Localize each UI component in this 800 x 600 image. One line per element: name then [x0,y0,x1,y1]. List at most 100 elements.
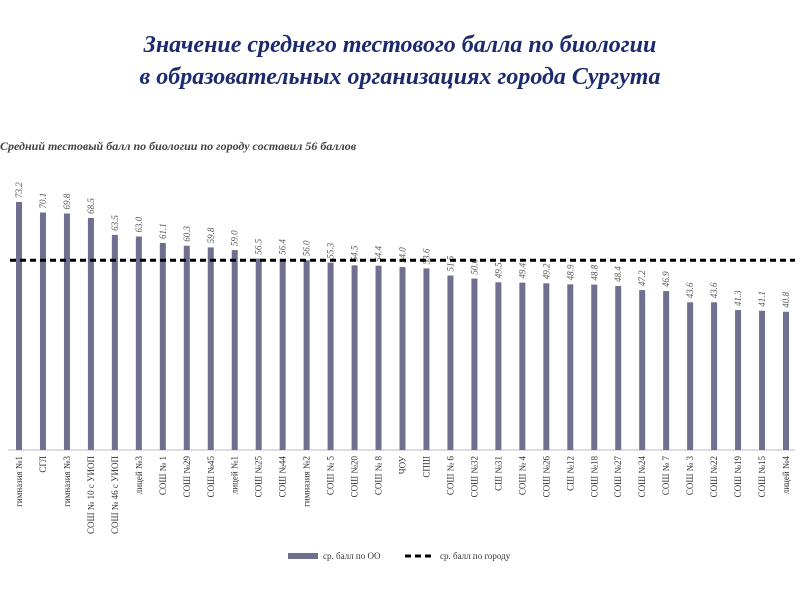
bar [16,202,22,450]
bar [351,265,358,450]
x-tick-label: СОШ № 5 [326,456,336,496]
x-tick-label: СОШ № 46 с УИОП [110,456,120,535]
value-label: 61.1 [158,223,168,239]
value-label: 41.1 [757,291,767,307]
value-label: 59.0 [230,230,240,246]
x-tick-label: СОШ № 3 [685,456,695,496]
bar [639,290,646,450]
x-tick-label: СГЛ [38,456,48,473]
bar [39,212,46,450]
value-label: 49.5 [493,262,503,278]
chart-subtitle: Средний тестовый балл по биологии по гор… [0,139,357,153]
bar [519,282,526,450]
x-tick-label: гимназия №1 [14,456,24,507]
value-label: 48.4 [613,266,623,282]
value-label: 70.1 [38,193,48,209]
value-label: 63.5 [110,215,120,231]
bar [135,236,142,450]
value-label: 40.8 [781,292,791,308]
x-tick-label: СШ №12 [565,456,575,491]
x-tick-label: лицей №3 [134,456,144,495]
legend-swatch [288,553,318,559]
x-tick-label: СОШ №32 [469,456,479,497]
chart-title: Значение среднего тестового балла по био… [143,32,657,58]
bar [399,267,406,450]
x-tick-label: СОШ № 7 [661,456,671,496]
bar [783,311,789,450]
x-tick-label: лицей №4 [781,456,791,495]
value-label: 48.8 [589,264,599,280]
legend-label: ср. балл по ОО [323,551,381,561]
x-tick-label: СОШ № 10 с УИОП [86,456,96,535]
x-tick-label: СОШ №18 [589,456,599,498]
value-label: 47.2 [637,270,647,286]
value-label: 60.3 [182,225,192,241]
bar [735,310,742,450]
bar [207,247,214,450]
bar [423,268,430,450]
x-tick-label: СОШ №19 [733,456,743,498]
value-label: 43.6 [685,282,695,298]
x-tick-label: СОШ № 1 [158,456,168,495]
value-label: 54.5 [350,245,360,261]
x-tick-label: СОШ №15 [757,456,767,498]
value-label: 56.5 [254,238,264,254]
x-tick-label: СОШ №22 [709,456,719,497]
value-label: 49.2 [541,263,551,279]
bar [327,262,334,450]
bar [663,291,670,450]
bar [615,286,622,450]
x-tick-label: СОШ № 6 [445,456,455,496]
value-label: 59.8 [206,227,216,243]
value-label: 69.8 [62,193,72,209]
value-label: 46.9 [661,271,671,287]
x-tick-label: ЧОУ [398,455,408,474]
value-label: 41.3 [733,290,743,306]
bar [759,310,766,450]
value-label: 48.9 [565,264,575,280]
x-tick-label: СОШ №26 [541,456,551,498]
bar [63,213,70,450]
bar [591,284,598,450]
chart-title: в образовательных организациях города Су… [140,64,661,90]
bar [303,260,310,450]
x-tick-label: СОШ №44 [278,456,288,498]
bar [231,250,238,450]
value-label: 54.0 [398,247,408,263]
value-label: 56.4 [278,239,288,255]
value-label: 49.4 [517,262,527,278]
value-label: 73.2 [14,182,24,198]
bar [543,283,550,450]
value-label: 68.5 [86,198,96,214]
bar [375,265,382,450]
x-tick-label: СПШ [421,456,431,478]
x-tick-label: СШ №31 [493,456,503,491]
x-tick-label: СОШ №24 [637,456,647,498]
value-label: 50.6 [469,258,479,274]
bar [159,242,166,450]
bar [255,258,262,450]
x-tick-label: лицей №1 [230,456,240,494]
x-tick-label: гимназия №2 [302,456,312,507]
x-tick-label: СОШ №45 [206,456,216,498]
bar [87,217,94,450]
value-label: 63.0 [134,216,144,232]
x-tick-label: СОШ №29 [182,456,192,498]
value-label: 51.5 [445,255,455,271]
bar [471,278,478,450]
x-tick-label: СОШ №20 [350,456,360,498]
value-label: 54.4 [374,245,384,261]
value-label: 55.3 [326,242,336,258]
x-tick-label: СОШ № 4 [517,456,527,496]
bar [567,284,574,450]
bar [495,282,502,450]
bar [111,234,118,450]
x-tick-label: СОШ № 8 [374,456,384,496]
x-tick-label: гимназия №3 [62,456,72,507]
value-label: 43.6 [709,282,719,298]
bar [447,275,454,450]
x-tick-label: СОШ №27 [613,456,623,498]
value-label: 53.6 [421,248,431,264]
